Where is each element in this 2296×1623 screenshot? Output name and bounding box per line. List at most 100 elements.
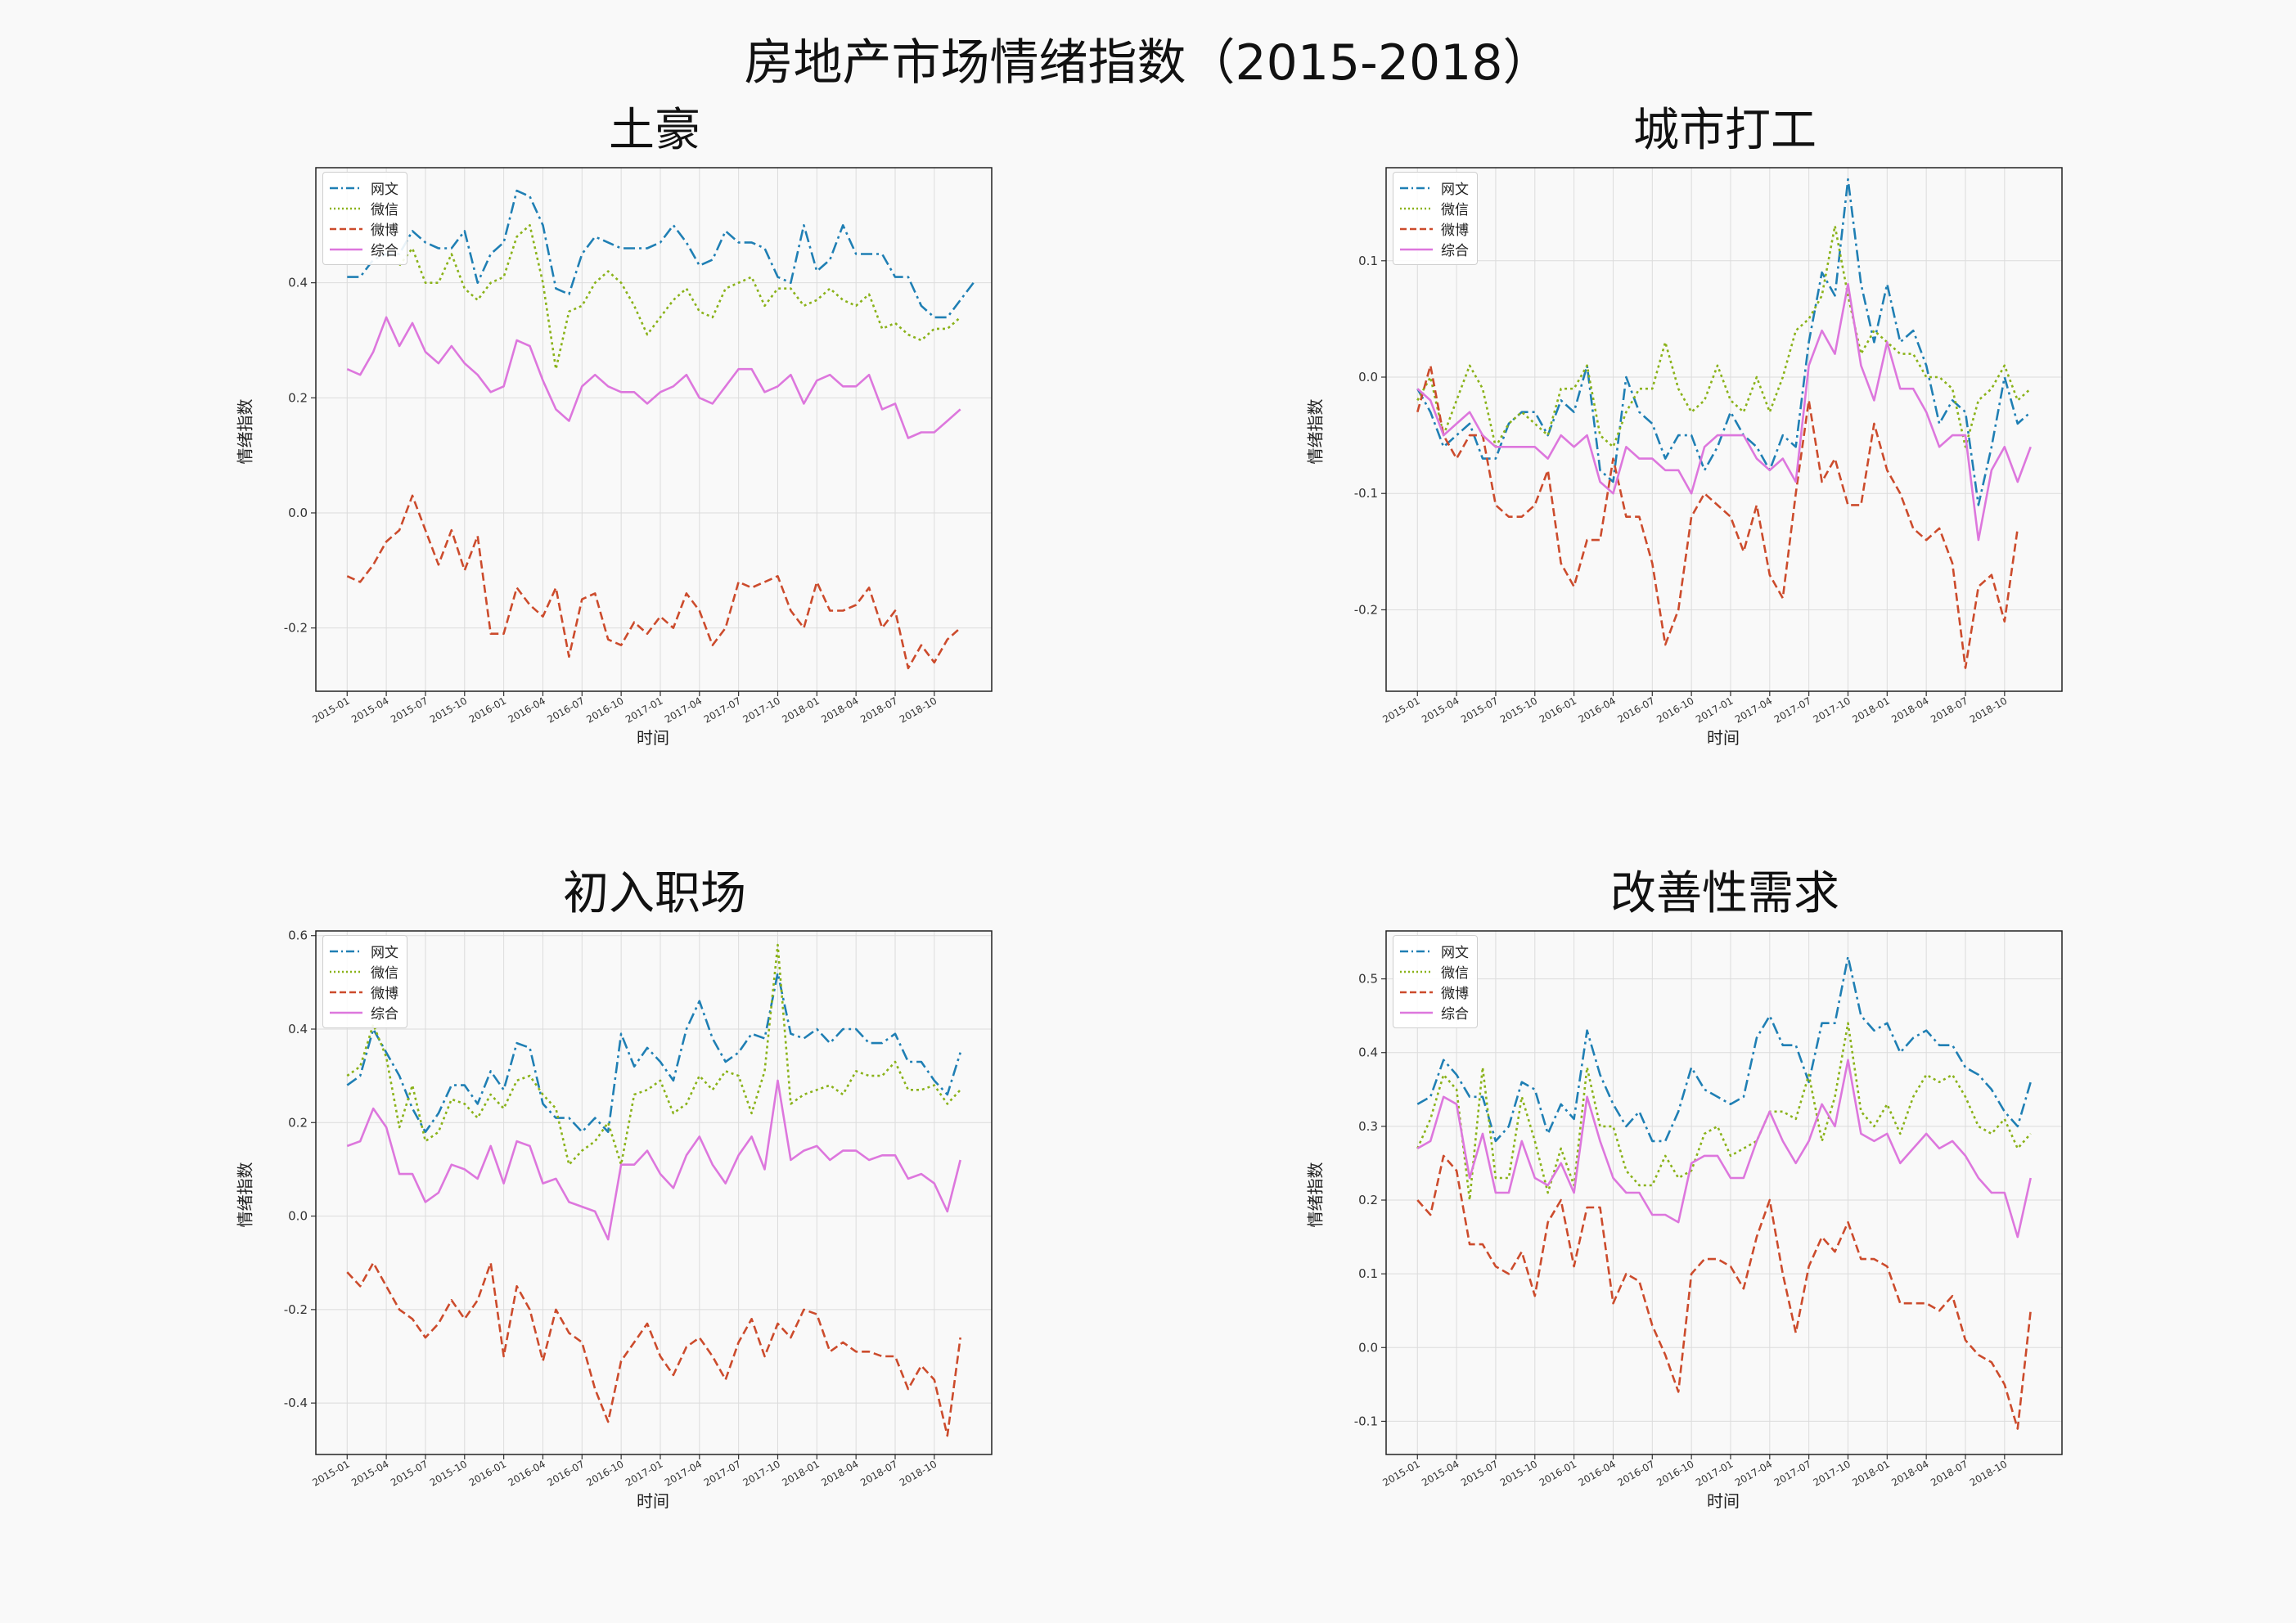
series-line-zonghe	[346, 316, 961, 439]
y-tick-label: 0.3	[1358, 1119, 1378, 1134]
y-tick-label: 0.4	[288, 276, 308, 290]
series-line-zonghe	[346, 1079, 961, 1241]
legend-item-weixin: 微信	[330, 198, 398, 218]
chart-title: 改善性需求	[1610, 867, 1839, 920]
x-tick-label: 2018-01	[780, 1458, 821, 1488]
x-tick-label: 2018-10	[898, 695, 939, 725]
x-tick-label: 2018-10	[898, 1458, 939, 1488]
x-tick-label: 2018-04	[819, 1458, 860, 1488]
x-tick-label: 2015-10	[1498, 695, 1539, 725]
line-chart: 2015-012015-042015-072015-102016-012016-…	[284, 928, 993, 1489]
axes-frame	[1385, 167, 2063, 692]
plot-area	[316, 931, 992, 1454]
y-tick-label: -0.1	[1354, 486, 1378, 501]
x-tick-label: 2018-10	[1968, 1458, 2009, 1488]
chart-legend: 网文 微信 微博 综合	[1393, 172, 1478, 265]
y-axis-label: 情绪指数	[1305, 1162, 1326, 1228]
x-tick-label: 2015-01	[1380, 695, 1421, 725]
x-tick-label: 2018-07	[1929, 1458, 1970, 1488]
legend-swatch-zonghe	[1400, 1011, 1433, 1014]
legend-swatch-weibo	[330, 227, 362, 230]
plot-area	[316, 168, 992, 691]
x-tick-label: 2018-04	[819, 695, 860, 725]
x-tick-label: 2016-07	[545, 1458, 586, 1488]
x-tick-label: 2015-10	[1498, 1458, 1539, 1488]
x-tick-label: 2017-01	[624, 695, 664, 725]
x-axis-label: 时间	[637, 1491, 669, 1511]
x-tick-label: 2015-01	[1380, 1458, 1421, 1488]
legend-label: 微博	[371, 223, 398, 239]
x-tick-label: 2015-07	[1459, 1458, 1500, 1488]
chart-panel-gaishanxing-xuqiu: 改善性需求 2015-01 2015-04 2015-07 2015-10 2016-0…	[1306, 853, 2296, 1589]
legend-swatch-weixin	[1400, 207, 1433, 209]
legend-label: 微信	[371, 202, 398, 218]
legend-label: 综合	[1441, 243, 1469, 259]
x-tick-label: 2017-07	[702, 1458, 743, 1488]
x-tick-label: 2017-01	[1694, 1458, 1735, 1488]
line-chart: 2015-012015-042015-072015-102016-012016-…	[1354, 167, 2063, 726]
y-tick-label: 0.0	[288, 1209, 308, 1224]
legend-swatch-weixin	[1400, 970, 1433, 973]
x-tick-label: 2016-04	[1577, 1458, 1618, 1488]
legend-item-weibo: 微博	[1400, 218, 1469, 239]
legend-item-wangwen: 网文	[330, 941, 398, 961]
x-tick-label: 2018-07	[858, 1458, 899, 1488]
x-tick-label: 2015-07	[389, 1458, 430, 1488]
x-tick-label: 2016-07	[545, 695, 586, 725]
legend-item-weibo: 微博	[1400, 982, 1469, 1002]
x-tick-label: 2016-10	[1654, 1458, 1695, 1488]
y-tick-label: 0.2	[288, 390, 308, 405]
y-tick-label: -0.2	[284, 621, 308, 636]
x-tick-label: 2017-04	[663, 1458, 704, 1488]
x-tick-label: 2015-04	[349, 695, 390, 725]
legend-item-zonghe: 综合	[330, 1002, 398, 1023]
x-tick-label: 2018-04	[1889, 695, 1930, 725]
legend-swatch-weibo	[1400, 227, 1433, 230]
x-tick-label: 2015-01	[310, 1458, 351, 1488]
x-tick-label: 2016-01	[467, 695, 508, 725]
x-tick-label: 2015-10	[428, 1458, 469, 1488]
y-tick-label: -0.1	[1354, 1414, 1378, 1428]
x-tick-label: 2018-01	[1850, 695, 1891, 725]
chart-legend: 网文 微信 微博 综合	[1393, 935, 1478, 1028]
series-line-weixin	[1416, 1022, 2032, 1202]
x-tick-label: 2016-10	[1654, 695, 1695, 725]
legend-label: 网文	[371, 945, 398, 961]
x-tick-label: 2017-04	[1733, 1458, 1774, 1488]
axes-frame	[315, 930, 993, 1455]
legend-item-weixin: 微信	[1400, 961, 1469, 982]
legend-item-weixin: 微信	[1400, 198, 1469, 218]
y-tick-label: 0.0	[1358, 370, 1378, 384]
series-line-weibo	[1416, 1154, 2032, 1430]
legend-label: 网文	[1441, 945, 1469, 961]
legend-item-zonghe: 综合	[1400, 239, 1469, 259]
x-tick-label: 2018-04	[1889, 1458, 1930, 1488]
chart-panel-tuhao: 土豪 2015-01 2015-04 2015-07 2015-10 2016-01 20…	[236, 90, 1301, 826]
legend-label: 微信	[371, 965, 398, 982]
series-line-wangwen	[347, 189, 975, 319]
chart-title: 初入职场	[563, 867, 746, 920]
x-tick-label: 2018-01	[780, 695, 821, 725]
legend-swatch-zonghe	[330, 248, 362, 250]
chart-title: 土豪	[609, 104, 700, 157]
x-axis-label: 时间	[1707, 728, 1740, 748]
legend-label: 综合	[371, 1006, 398, 1023]
chart-panel-chengshi-dagong: 城市打工 2015-01 2015-04 2015-07 2015-10 2016-01…	[1306, 90, 2296, 826]
x-tick-label: 2015-10	[428, 695, 469, 725]
x-tick-label: 2016-01	[1537, 695, 1578, 725]
y-tick-label: -0.2	[284, 1302, 308, 1317]
legend-label: 微博	[1441, 986, 1469, 1002]
y-axis-label: 情绪指数	[1305, 398, 1326, 465]
x-tick-label: 2016-10	[584, 695, 625, 725]
x-tick-label: 2015-01	[310, 695, 351, 725]
plot-area	[1386, 931, 2062, 1454]
y-tick-label: 0.1	[1358, 254, 1378, 268]
line-chart: 2015-012015-042015-072015-102016-012016-…	[1354, 930, 2063, 1489]
legend-swatch-weixin	[330, 970, 362, 973]
x-tick-label: 2015-07	[389, 695, 430, 725]
series-line-zonghe	[1416, 282, 2032, 542]
page-title: 房地产市场情绪指数（2015-2018）	[744, 34, 1552, 92]
y-tick-label: -0.4	[284, 1396, 308, 1410]
x-tick-label: 2016-04	[506, 1458, 547, 1488]
